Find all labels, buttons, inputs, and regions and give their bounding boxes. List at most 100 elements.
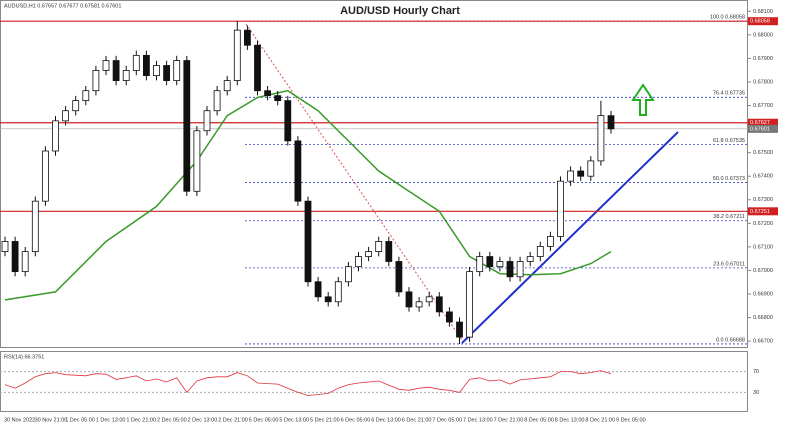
x-tick-label: 5 Dec 05:00 bbox=[249, 417, 279, 423]
candle-body bbox=[223, 80, 231, 92]
y-tick-label: 0.68000 bbox=[753, 32, 773, 38]
candle-body bbox=[112, 60, 120, 81]
x-tick-label: 2 Dec 21:00 bbox=[218, 417, 248, 423]
candle-body bbox=[132, 54, 140, 71]
level-label: 0.68058 bbox=[750, 19, 770, 25]
y-tick-label: 0.67500 bbox=[753, 150, 773, 156]
candle-body bbox=[577, 170, 585, 177]
candle-body bbox=[355, 256, 362, 268]
candle-body bbox=[183, 60, 191, 192]
x-tick-label: 1 Dec 05:00 bbox=[65, 417, 95, 423]
x-tick-label: 2 Dec 05:00 bbox=[157, 417, 187, 423]
candle-body bbox=[516, 261, 524, 278]
candle-body bbox=[425, 296, 433, 303]
candle-body bbox=[375, 241, 383, 252]
candle-body bbox=[21, 251, 29, 273]
candle-body bbox=[486, 256, 494, 268]
candle-body bbox=[445, 311, 453, 323]
x-tick-label: 9 Dec 05:00 bbox=[616, 417, 646, 423]
candle-body bbox=[142, 54, 150, 77]
candle-body bbox=[466, 271, 474, 338]
x-tick-label: 1 Dec 13:00 bbox=[96, 417, 126, 423]
candle-body bbox=[233, 29, 241, 81]
candle-body bbox=[365, 251, 373, 257]
fib-label: 76.4 0.67735 bbox=[713, 91, 745, 97]
fib-label: 61.8 0.67535 bbox=[713, 138, 745, 144]
rsi-tick-label: 70 bbox=[753, 369, 759, 375]
fib-label: 50.0 0.67373 bbox=[713, 176, 745, 182]
candle-body bbox=[344, 266, 352, 283]
up-arrow bbox=[631, 83, 655, 116]
candle-body bbox=[284, 100, 292, 142]
candle-body bbox=[587, 160, 595, 177]
fib-label: 0.0 0.66688 bbox=[716, 337, 745, 343]
x-tick-label: 7 Dec 05:00 bbox=[432, 417, 462, 423]
y-tick-label: 0.66700 bbox=[753, 339, 773, 345]
candle-body bbox=[334, 281, 342, 303]
candle-body bbox=[395, 261, 403, 293]
candle-body bbox=[1, 241, 9, 252]
candle-body bbox=[456, 321, 463, 338]
candle-body bbox=[405, 291, 413, 308]
candle-body bbox=[324, 296, 332, 303]
moving-average bbox=[4, 89, 612, 301]
candle-body bbox=[31, 200, 39, 252]
candle-body bbox=[62, 110, 69, 122]
y-tick-label: 0.66900 bbox=[753, 291, 773, 297]
candle-body bbox=[203, 110, 211, 132]
x-tick-label: 5 Dec 13:00 bbox=[279, 417, 309, 423]
candle-body bbox=[42, 150, 49, 202]
x-tick-label: 8 Dec 21:00 bbox=[585, 417, 615, 423]
y-tick-label: 0.67300 bbox=[753, 197, 773, 203]
y-tick-label: 0.67700 bbox=[753, 103, 773, 109]
candle-body bbox=[72, 100, 80, 112]
x-tick-label: 6 Dec 21:00 bbox=[402, 417, 432, 423]
candle-body bbox=[11, 241, 19, 273]
y-tick-label: 0.66800 bbox=[753, 315, 773, 321]
candle-body bbox=[597, 115, 605, 162]
y-tick-label: 0.67900 bbox=[753, 56, 773, 62]
trend-line bbox=[461, 131, 679, 344]
y-tick-label: 0.67100 bbox=[753, 244, 773, 250]
rsi-line bbox=[4, 370, 612, 396]
fib-label: 100.0 0.68058 bbox=[710, 15, 745, 21]
candle-body bbox=[536, 246, 544, 257]
candle-body bbox=[243, 29, 251, 46]
candle-body bbox=[153, 65, 160, 77]
x-tick-label: 7 Dec 13:00 bbox=[463, 417, 493, 423]
candle-body bbox=[122, 70, 130, 81]
candle-body bbox=[314, 281, 322, 298]
level-label: 0.67627 bbox=[750, 120, 770, 126]
x-tick-label: 30 Nov 21:00 bbox=[35, 417, 68, 423]
candle-body bbox=[102, 60, 110, 71]
candle-body bbox=[92, 70, 100, 92]
candle-body bbox=[415, 301, 423, 308]
x-tick-label: 2 Dec 13:00 bbox=[188, 417, 218, 423]
y-tick-label: 0.67800 bbox=[753, 79, 773, 85]
y-tick-label: 0.67200 bbox=[753, 221, 773, 227]
x-tick-label: 6 Dec 13:00 bbox=[371, 417, 401, 423]
candle-body bbox=[526, 256, 534, 262]
candle-body bbox=[557, 180, 564, 237]
candle-body bbox=[193, 130, 201, 192]
candle-body bbox=[506, 261, 514, 278]
chart-title: AUD/USD Hourly Chart bbox=[340, 5, 460, 17]
candle-body bbox=[213, 90, 221, 112]
price-label: 0.67601 bbox=[750, 126, 770, 132]
level-tag bbox=[748, 17, 778, 26]
rsi-tick-label: 30 bbox=[753, 390, 759, 396]
candle-body bbox=[385, 241, 393, 262]
y-tick-label: 0.67000 bbox=[753, 268, 773, 274]
candle-body bbox=[163, 65, 171, 81]
candle-body bbox=[294, 140, 302, 202]
fib-label: 23.6 0.67011 bbox=[713, 261, 745, 267]
x-tick-label: 30 Nov 2022 bbox=[4, 417, 35, 423]
candle-body bbox=[567, 170, 574, 182]
fib-label: 38.2 0.67211 bbox=[713, 214, 745, 220]
level-label: 0.67251 bbox=[750, 209, 770, 215]
candle-body bbox=[304, 200, 312, 283]
price-panel bbox=[0, 0, 748, 348]
x-tick-label: 8 Dec 13:00 bbox=[555, 417, 585, 423]
y-tick-label: 0.68100 bbox=[753, 9, 773, 15]
header: AUDUSD,H1 0.67657 0.67677 0.67581 0.6760… bbox=[4, 3, 121, 9]
